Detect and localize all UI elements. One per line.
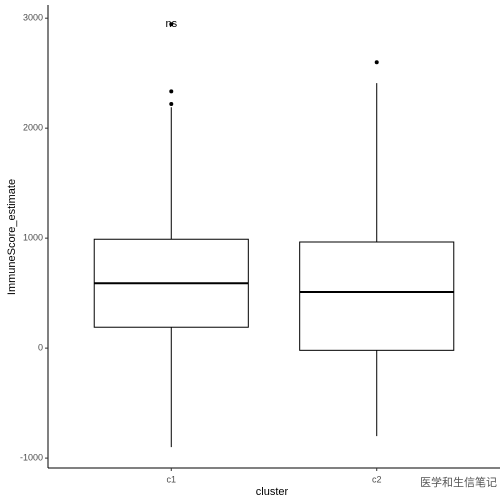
box bbox=[299, 241, 455, 351]
outlier bbox=[169, 89, 174, 94]
watermark: 医学和生信笔记 bbox=[420, 475, 497, 489]
y-tick-label: 2000 bbox=[23, 123, 43, 133]
annotation: ns bbox=[165, 18, 177, 30]
y-tick-label: 0 bbox=[38, 343, 43, 353]
outlier bbox=[169, 22, 174, 27]
x-tick-label: c1 bbox=[167, 474, 177, 484]
x-tick-label: c2 bbox=[372, 474, 382, 484]
y-tick-label: -1000 bbox=[20, 452, 43, 462]
y-tick-label: 3000 bbox=[23, 13, 43, 23]
y-tick-label: 1000 bbox=[23, 233, 43, 243]
outlier bbox=[374, 60, 379, 65]
x-axis-label: cluster bbox=[256, 486, 289, 498]
y-axis-label: ImmuneScore_estimate bbox=[6, 179, 18, 295]
outlier bbox=[169, 101, 174, 106]
